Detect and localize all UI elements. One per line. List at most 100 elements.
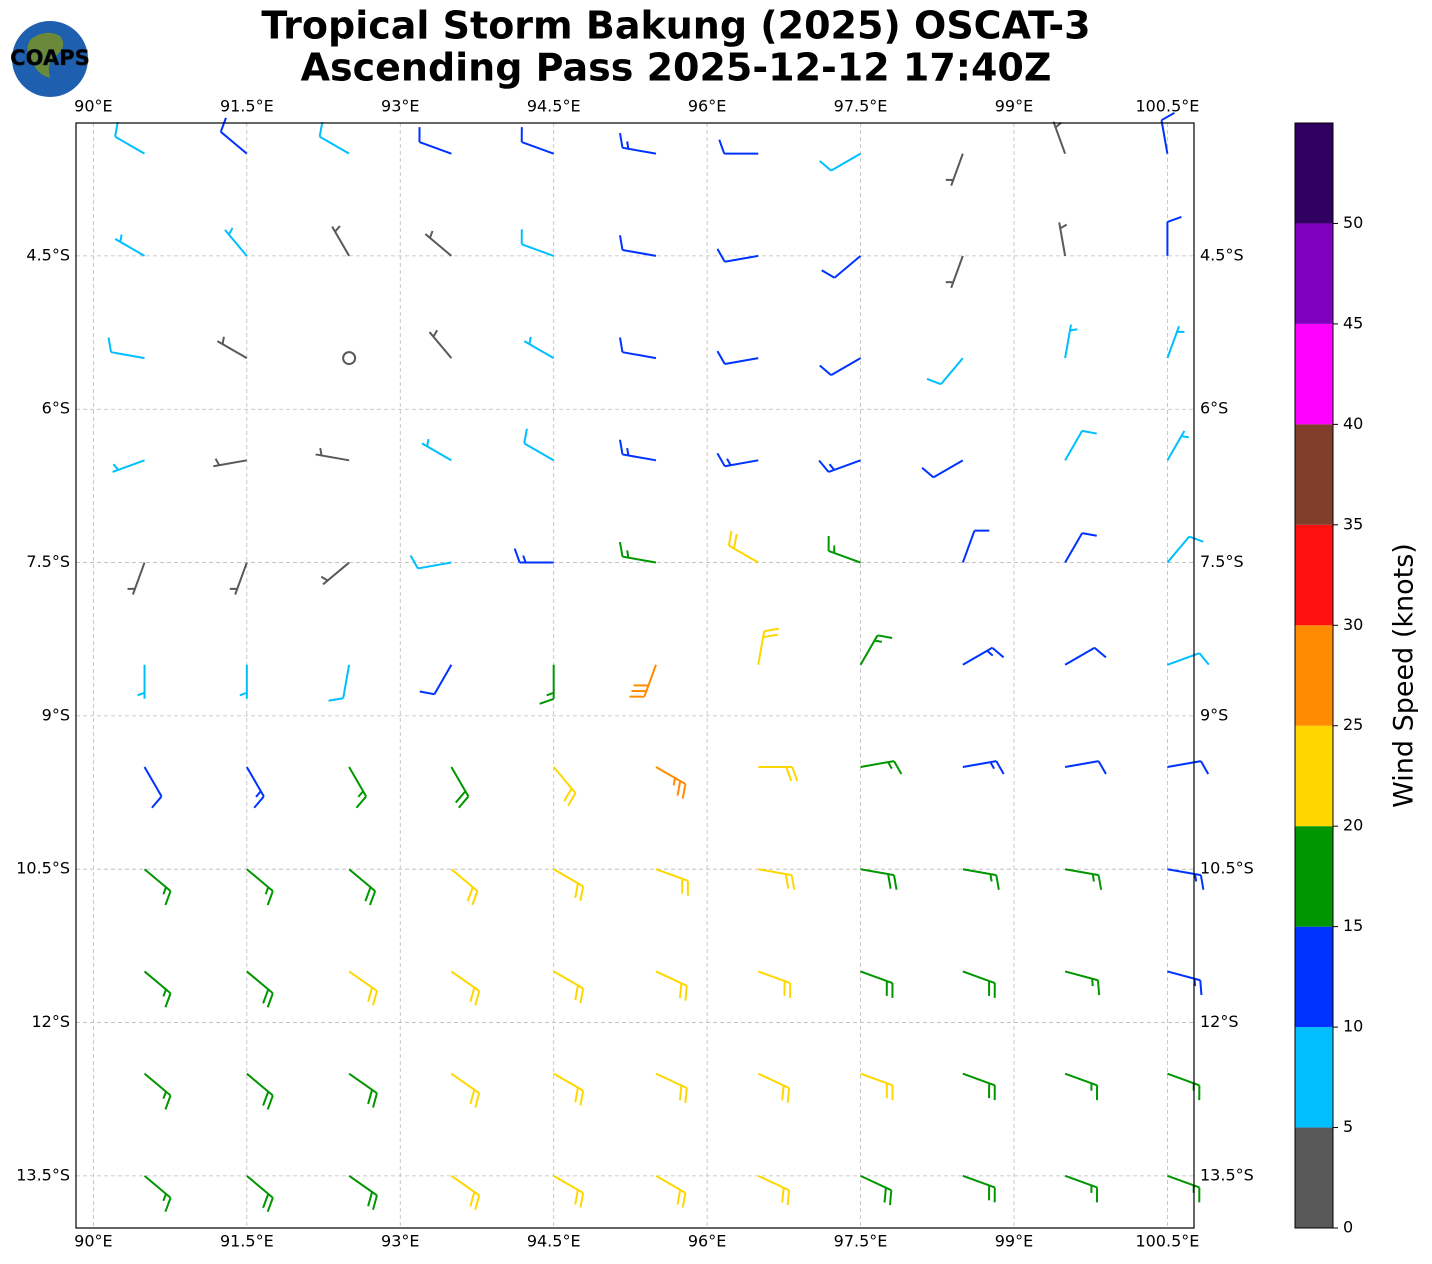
wind-barb bbox=[143, 766, 163, 809]
colorbar-tick-label: 10 bbox=[1343, 1017, 1363, 1036]
colorbar-tick-label: 15 bbox=[1343, 916, 1363, 935]
wind-barb bbox=[1167, 868, 1205, 890]
wind-barb bbox=[143, 1175, 172, 1213]
wind-barb bbox=[655, 868, 689, 896]
wind-barb bbox=[1064, 868, 1103, 890]
wind-barb bbox=[328, 664, 351, 702]
wind-barb bbox=[619, 132, 657, 155]
wind-barb bbox=[143, 1072, 172, 1110]
wind-barb bbox=[859, 634, 893, 666]
wind-barb bbox=[758, 765, 799, 782]
wind-barb bbox=[962, 970, 996, 998]
colorbar-tick-label: 5 bbox=[1343, 1117, 1353, 1136]
wind-barb bbox=[962, 1072, 996, 1101]
map-background bbox=[76, 123, 1194, 1228]
wind-barb bbox=[945, 153, 964, 186]
x-tick-label: 90°E bbox=[74, 97, 112, 116]
colorbar: 0 5 10 15 20 25 30 35 40 45 50 Wind Speed (knots) bbox=[1294, 122, 1420, 1237]
title-line: Ascending Pass 2025-12-12 17:40Z bbox=[301, 46, 1052, 90]
x-tick-label: 93°E bbox=[381, 1232, 419, 1251]
wind-barb bbox=[419, 664, 453, 696]
wind-barb bbox=[450, 970, 481, 1006]
colorbar-segment bbox=[1295, 1127, 1333, 1228]
wind-barb bbox=[1064, 760, 1107, 775]
wind-barb bbox=[757, 1174, 791, 1206]
wind-barb bbox=[926, 357, 964, 386]
colorbar-segment bbox=[1295, 625, 1333, 726]
y-tick-label: 6°S bbox=[42, 399, 70, 418]
wind-barb bbox=[716, 248, 759, 263]
wind-barb bbox=[112, 459, 145, 473]
wind-barb bbox=[450, 766, 470, 809]
map-frame bbox=[75, 122, 1195, 1229]
wind-barb bbox=[520, 127, 555, 155]
x-tick-label: 91.5°E bbox=[220, 97, 274, 116]
wind-barb bbox=[718, 139, 759, 155]
y-tick-label: 12°S bbox=[31, 1012, 70, 1031]
wind-barb bbox=[331, 225, 350, 257]
x-tick-label: 96°E bbox=[688, 97, 726, 116]
y-tick-label: 9°S bbox=[1200, 705, 1228, 724]
wind-barb bbox=[962, 646, 1005, 666]
colorbar-segment bbox=[1295, 1027, 1333, 1128]
title-line: Tropical Storm Bakung (2025) OSCAT-3 bbox=[261, 4, 1090, 48]
wind-barb bbox=[409, 555, 452, 570]
wind-barb bbox=[418, 127, 452, 155]
wind-barb bbox=[348, 970, 378, 1006]
colorbar-tick-label: 40 bbox=[1343, 414, 1363, 433]
wind-barb bbox=[757, 970, 792, 998]
wind-barb bbox=[127, 562, 146, 595]
wind-barb bbox=[107, 337, 145, 360]
wind-barb bbox=[860, 1072, 894, 1101]
colorbar-tick-label: 30 bbox=[1343, 615, 1363, 634]
wind-barb bbox=[655, 766, 687, 799]
wind-barb bbox=[757, 627, 779, 665]
wind-barb bbox=[114, 121, 146, 155]
wind-barb bbox=[1166, 535, 1204, 564]
wind-barb bbox=[553, 1175, 585, 1208]
colorbar-tick-label: 20 bbox=[1343, 816, 1363, 835]
x-tick-label: 90°E bbox=[74, 1232, 112, 1251]
wind-barb bbox=[1064, 1174, 1099, 1203]
wind-barb bbox=[619, 337, 657, 360]
colorbar-tick-label: 0 bbox=[1343, 1218, 1353, 1237]
wind-barb bbox=[520, 229, 555, 257]
wind-barb bbox=[348, 868, 377, 906]
wind-barb bbox=[819, 357, 862, 376]
map: 90°E 90°E 91.5°E 91.5°E 93°E 93°E 94.5°E 94.5°E… bbox=[16, 97, 1254, 1251]
x-tick-label: 100.5°E bbox=[1135, 97, 1199, 116]
wind-barb bbox=[921, 459, 964, 479]
x-tick-label: 96°E bbox=[688, 1232, 726, 1251]
wind-barb bbox=[239, 664, 248, 699]
wind-barb bbox=[1064, 1072, 1099, 1101]
wind-barb bbox=[860, 1174, 893, 1206]
colorbar-frame bbox=[1294, 122, 1334, 1229]
wind-barb bbox=[716, 350, 759, 365]
wind-barb bbox=[619, 541, 657, 564]
wind-barb bbox=[450, 868, 479, 906]
colorbar-tick-label: 25 bbox=[1343, 715, 1363, 734]
y-tick-label: 4.5°S bbox=[1200, 245, 1244, 264]
wind-barb bbox=[137, 664, 146, 699]
wind-barb bbox=[716, 452, 759, 468]
colorbar-tick-label: 35 bbox=[1343, 514, 1363, 533]
wind-barb bbox=[1064, 532, 1097, 564]
wind-barb bbox=[553, 970, 585, 1004]
wind-barb bbox=[818, 459, 861, 473]
wind-barb bbox=[424, 230, 453, 257]
wind-barb bbox=[860, 760, 903, 775]
colorbar-segment bbox=[1295, 926, 1333, 1028]
logo-text: COAPS bbox=[10, 46, 89, 70]
logo: COAPS bbox=[10, 21, 90, 97]
wind-barb bbox=[1058, 222, 1068, 257]
wind-barb bbox=[348, 1072, 378, 1108]
x-tick-label: 93°E bbox=[381, 97, 419, 116]
wind-barb bbox=[619, 439, 657, 462]
wind-barb bbox=[961, 529, 990, 563]
wind-barb bbox=[945, 255, 964, 289]
x-tick-label: 99°E bbox=[995, 97, 1033, 116]
x-tick-label: 97.5°E bbox=[834, 1232, 888, 1251]
y-tick-label: 9°S bbox=[42, 705, 70, 724]
wind-barb bbox=[962, 1174, 996, 1203]
